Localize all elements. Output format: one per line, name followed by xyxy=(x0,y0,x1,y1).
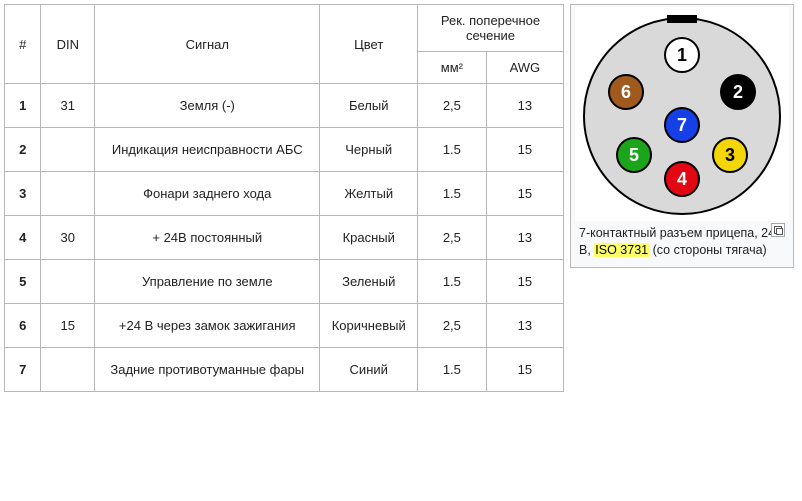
cell-mm2: 2,5 xyxy=(418,216,487,260)
cell-signal: Управление по земле xyxy=(95,260,320,304)
cell-mm2: 1.5 xyxy=(418,172,487,216)
table-row: 2 Индикация неисправности АБСЧерный1.515 xyxy=(5,128,564,172)
cell-awg: 15 xyxy=(486,260,563,304)
cell-color: Коричневый xyxy=(320,304,418,348)
cell-signal: Земля (-) xyxy=(95,84,320,128)
cell-color: Белый xyxy=(320,84,418,128)
cell-num: 5 xyxy=(5,260,41,304)
th-din: DIN xyxy=(41,5,95,84)
pin-label-2: 2 xyxy=(733,82,743,102)
th-color: Цвет xyxy=(320,5,418,84)
table-row: 615+24 В через замок зажиганияКоричневый… xyxy=(5,304,564,348)
cell-mm2: 2,5 xyxy=(418,304,487,348)
cell-mm2: 1.5 xyxy=(418,260,487,304)
table-row: 3 Фонари заднего ходаЖелтый1.515 xyxy=(5,172,564,216)
cell-signal: + 24В постоянный xyxy=(95,216,320,260)
cell-mm2: 2,5 xyxy=(418,84,487,128)
cell-awg: 13 xyxy=(486,304,563,348)
cell-awg: 13 xyxy=(486,84,563,128)
th-mm2: мм² xyxy=(418,52,487,84)
th-num: # xyxy=(5,5,41,84)
cell-signal: Индикация неисправности АБС xyxy=(95,128,320,172)
pin-label-1: 1 xyxy=(677,45,687,65)
pin-label-4: 4 xyxy=(677,169,687,189)
cell-mm2: 1.5 xyxy=(418,348,487,392)
cell-din: 15 xyxy=(41,304,95,348)
table-row: 5 Управление по землеЗеленый1.515 xyxy=(5,260,564,304)
cell-num: 7 xyxy=(5,348,41,392)
cell-mm2: 1.5 xyxy=(418,128,487,172)
pin-label-5: 5 xyxy=(629,145,639,165)
diagram-caption: 7-контактный разъем прицепа, 24 В, ISO 3… xyxy=(573,221,791,265)
cell-din xyxy=(41,348,95,392)
cell-num: 1 xyxy=(5,84,41,128)
cell-num: 4 xyxy=(5,216,41,260)
enlarge-icon[interactable] xyxy=(771,223,785,237)
cell-color: Синий xyxy=(320,348,418,392)
th-awg: AWG xyxy=(486,52,563,84)
cell-signal: +24 В через замок зажигания xyxy=(95,304,320,348)
cell-signal: Фонари заднего хода xyxy=(95,172,320,216)
cell-awg: 15 xyxy=(486,128,563,172)
caption-highlight: ISO 3731 xyxy=(594,243,649,257)
pin-label-3: 3 xyxy=(725,145,735,165)
cell-color: Желтый xyxy=(320,172,418,216)
cell-color: Зеленый xyxy=(320,260,418,304)
cell-num: 2 xyxy=(5,128,41,172)
pin-label-7: 7 xyxy=(677,115,687,135)
cell-num: 3 xyxy=(5,172,41,216)
diagram-box: 1 2 3 4 5 6 7 7-контактный разъем прицепа, 24 … xyxy=(570,4,794,268)
pin-label-6: 6 xyxy=(621,82,631,102)
table-row: 7 Задние противотуманные фарыСиний1.515 xyxy=(5,348,564,392)
cell-signal: Задние противотуманные фары xyxy=(95,348,320,392)
pinout-table: # DIN Сигнал Цвет Рек. поперечное сечени… xyxy=(4,4,564,392)
cell-din: 30 xyxy=(41,216,95,260)
cell-din xyxy=(41,128,95,172)
cell-color: Черный xyxy=(320,128,418,172)
table-row: 131Земля (-)Белый2,513 xyxy=(5,84,564,128)
th-section-group: Рек. поперечное сечение xyxy=(418,5,564,52)
table-row: 430+ 24В постоянныйКрасный2,513 xyxy=(5,216,564,260)
cell-din xyxy=(41,260,95,304)
cell-din xyxy=(41,172,95,216)
cell-din: 31 xyxy=(41,84,95,128)
cell-awg: 13 xyxy=(486,216,563,260)
cell-num: 6 xyxy=(5,304,41,348)
cell-color: Красный xyxy=(320,216,418,260)
cell-awg: 15 xyxy=(486,172,563,216)
cell-awg: 15 xyxy=(486,348,563,392)
connector-diagram: 1 2 3 4 5 6 7 xyxy=(575,7,789,221)
caption-post: (со стороны тягача) xyxy=(649,243,767,257)
th-signal: Сигнал xyxy=(95,5,320,84)
